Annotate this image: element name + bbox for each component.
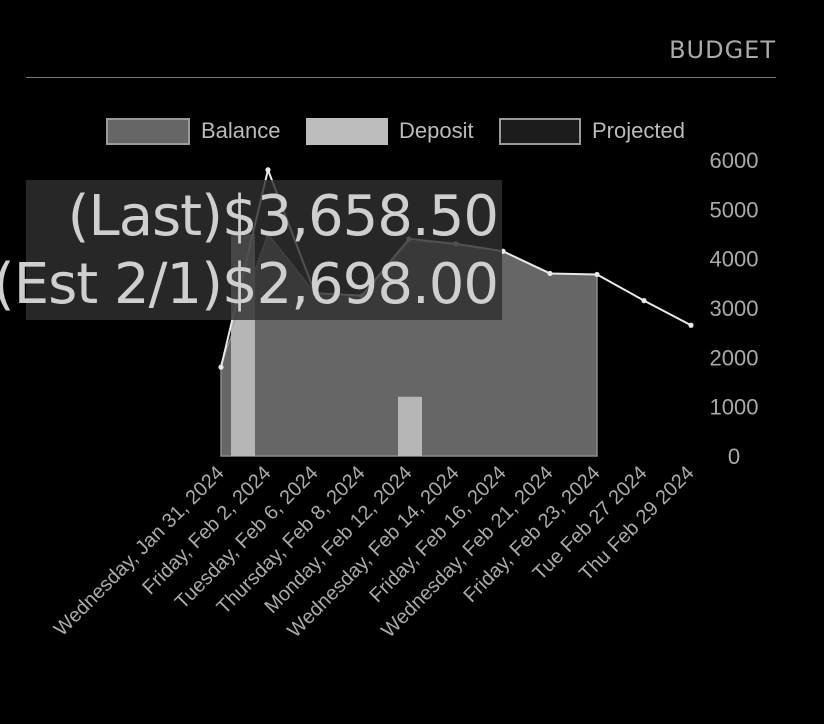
legend-swatch-2 bbox=[499, 118, 581, 145]
legend-swatch-0 bbox=[106, 118, 190, 145]
legend-swatch-1 bbox=[306, 118, 388, 145]
y-tick-label: 4000 bbox=[710, 247, 759, 272]
y-tick-label: 6000 bbox=[710, 148, 759, 173]
balance-summary-overlay: (Last)$3,658.50 (Est 2/1)$2,698.00 bbox=[0, 180, 502, 320]
projected-point bbox=[547, 270, 553, 277]
projected-point bbox=[265, 167, 271, 173]
projected-point bbox=[688, 322, 694, 328]
legend-label-1: Deposit bbox=[399, 118, 474, 143]
y-tick-label: 0 bbox=[728, 444, 740, 469]
legend-label-0: Balance bbox=[201, 118, 281, 143]
y-tick-label: 3000 bbox=[710, 296, 759, 321]
header-divider bbox=[26, 77, 776, 78]
y-tick-label: 1000 bbox=[710, 395, 759, 420]
estimated-balance-text: (Est 2/1)$2,698.00 bbox=[0, 252, 499, 317]
module-title: BUDGET bbox=[669, 36, 776, 64]
projected-point bbox=[594, 271, 600, 278]
y-tick-label: 5000 bbox=[710, 197, 759, 222]
last-balance-text: (Last)$3,658.50 bbox=[67, 184, 499, 249]
projected-point bbox=[641, 298, 647, 304]
projected-point bbox=[218, 364, 224, 370]
deposit-bar bbox=[398, 396, 422, 456]
legend-label-2: Projected bbox=[592, 118, 685, 143]
y-tick-label: 2000 bbox=[710, 345, 759, 370]
